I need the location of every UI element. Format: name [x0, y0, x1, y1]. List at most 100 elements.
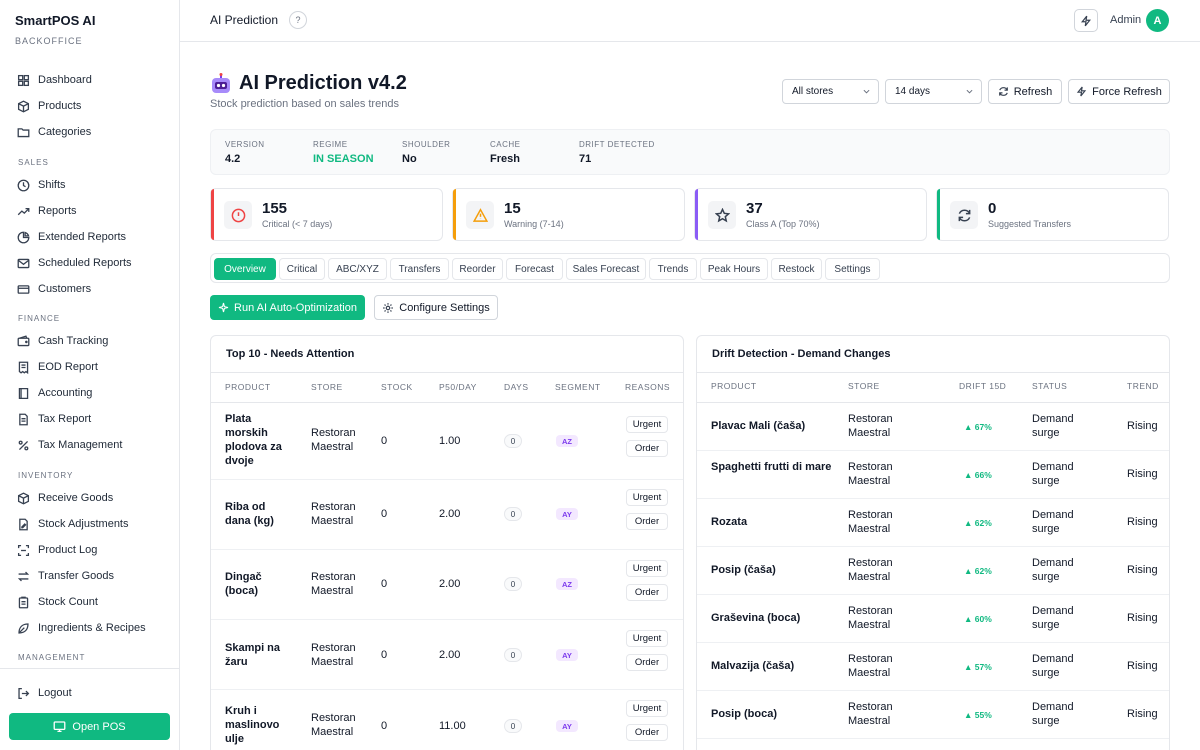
logout-icon — [18, 687, 30, 699]
days-badge: 0 — [504, 507, 522, 521]
sidebar-item-customers[interactable]: Customers — [9, 277, 171, 301]
sidebar-item-label: Tax Report — [38, 413, 92, 425]
sidebar-item-shifts[interactable]: Shifts — [9, 173, 171, 197]
tab-overview[interactable]: Overview — [214, 258, 276, 280]
sidebar-item-label: Dashboard — [38, 74, 92, 86]
tab-bar: Overview Critical ABC/XYZ Transfers Reor… — [210, 253, 1170, 283]
model-info-strip: VERSION 4.2 REGIME IN SEASON SHOULDER No… — [210, 129, 1170, 175]
table-row[interactable]: Rozata Restoran Maestral ▲ 62% Demand su… — [697, 499, 1169, 547]
sidebar-item-label: Transfer Goods — [38, 570, 115, 582]
info-value: Fresh — [490, 153, 520, 165]
open-pos-button[interactable]: Open POS — [9, 713, 170, 740]
store-select[interactable]: All stores — [782, 79, 879, 104]
tab-transfers[interactable]: Transfers — [390, 258, 449, 280]
drift-detection-panel: Drift Detection - Demand Changes PRODUCT… — [696, 335, 1170, 750]
kpi-transfers[interactable]: 0 Suggested Transfers — [936, 188, 1169, 241]
p50-value: 2.00 — [439, 508, 461, 520]
tab-restock[interactable]: Restock — [771, 258, 822, 280]
p50-value: 2.00 — [439, 578, 461, 590]
sidebar-item-ingredients-recipes[interactable]: Ingredients & Recipes — [9, 616, 171, 640]
tab-forecast[interactable]: Forecast — [506, 258, 563, 280]
sidebar-item-label: Stock Adjustments — [38, 518, 129, 530]
table-row[interactable]: Dingač (boca) Restoran Maestral 0 2.00 0… — [211, 550, 683, 620]
sidebar-item-stock-adjustments[interactable]: Stock Adjustments — [9, 512, 171, 536]
sidebar-item-products[interactable]: Products — [9, 94, 171, 118]
store-name: Restoran Maestral — [848, 413, 893, 439]
kpi-value: 15 — [504, 200, 521, 217]
table-row[interactable]: Spaghetti frutti di mare Restoran Maestr… — [697, 451, 1169, 499]
kpi-critical[interactable]: 155 Critical (< 7 days) — [210, 188, 443, 241]
sidebar-item-categories[interactable]: Categories — [9, 120, 171, 144]
info-label: CACHE — [490, 140, 521, 149]
table-row[interactable]: Riba od dana (kg) Restoran Maestral 0 2.… — [211, 480, 683, 550]
alert-circle-icon — [231, 208, 245, 222]
sidebar-item-stock-count[interactable]: Stock Count — [9, 590, 171, 614]
table-row[interactable]: Posip (čaša) Restoran Maestral ▲ 62% Dem… — [697, 547, 1169, 595]
trend-text: Rising — [1127, 516, 1158, 528]
avatar[interactable]: A — [1146, 9, 1169, 32]
drift-value: ▲ 67% — [964, 422, 992, 432]
sidebar-item-label: Tax Management — [38, 439, 123, 451]
status-text: Demand surge — [1032, 413, 1074, 439]
product-name: Posip (boca) — [711, 708, 778, 720]
table-row[interactable]: Skampi na žaru Restoran Maestral 0 2.00 … — [211, 620, 683, 690]
kpi-label: Suggested Transfers — [988, 219, 1072, 229]
sidebar-item-extended-reports[interactable]: Extended Reports — [9, 225, 171, 249]
info-value: 4.2 — [225, 153, 241, 165]
needs-attention-panel: Top 10 - Needs Attention PRODUCT STORE S… — [210, 335, 684, 750]
column-header-trend: TREND — [1127, 381, 1159, 391]
status-text: Demand surge — [1032, 461, 1074, 487]
sidebar-item-eod-report[interactable]: EOD Report — [9, 355, 171, 379]
sidebar-item-dashboard[interactable]: Dashboard — [9, 68, 171, 92]
column-header-store: STORE — [848, 381, 880, 391]
bolt-icon — [1081, 15, 1091, 26]
sidebar-item-transfer-goods[interactable]: Transfer Goods — [9, 564, 171, 588]
force-refresh-button[interactable]: Force Refresh — [1068, 79, 1170, 104]
kpi-warning[interactable]: 15 Warning (7-14) — [452, 188, 685, 241]
quick-action-button[interactable] — [1074, 9, 1098, 32]
logout-label: Logout — [38, 687, 72, 699]
table-row[interactable]: Kruh i maslinovo ulje Restoran Maestral … — [211, 690, 683, 750]
table-row[interactable]: Plata morskih plodova za dvoje Restoran … — [211, 403, 683, 480]
tab-trends[interactable]: Trends — [649, 258, 697, 280]
store-name: Restoran Maestral — [311, 712, 356, 738]
sidebar-item-label: Customers — [38, 283, 92, 295]
sidebar-item-receive-goods[interactable]: Receive Goods — [9, 486, 171, 510]
trend-text: Rising — [1127, 564, 1158, 576]
refresh-button[interactable]: Refresh — [988, 79, 1062, 104]
help-icon[interactable]: ? — [289, 11, 307, 29]
sidebar-item-product-log[interactable]: Product Log — [9, 538, 171, 562]
sidebar-item-tax-management[interactable]: Tax Management — [9, 433, 171, 457]
configure-settings-button[interactable]: Configure Settings — [374, 295, 498, 320]
sidebar-item-cash-tracking[interactable]: Cash Tracking — [9, 329, 171, 353]
tab-critical[interactable]: Critical — [279, 258, 325, 280]
gear-icon — [383, 302, 394, 313]
info-label: REGIME — [313, 140, 348, 149]
book-icon — [18, 387, 29, 399]
column-header-days: DAYS — [504, 382, 529, 392]
sidebar-item-reports[interactable]: Reports — [9, 199, 171, 223]
days-select[interactable]: 14 days — [885, 79, 982, 104]
logout-button[interactable]: Logout — [9, 681, 171, 705]
table-row[interactable]: Plavac Mali (čaša) Restoran Maestral ▲ 6… — [697, 403, 1169, 451]
tab-reorder[interactable]: Reorder — [452, 258, 503, 280]
divider — [211, 372, 683, 373]
page-title-text: AI Prediction v4.2 — [239, 72, 407, 94]
kpi-class-a[interactable]: 37 Class A (Top 70%) — [694, 188, 927, 241]
product-name: Riba od dana (kg) — [225, 501, 274, 527]
tab-settings[interactable]: Settings — [825, 258, 880, 280]
sidebar-item-tax-report[interactable]: Tax Report — [9, 407, 171, 431]
table-row[interactable]: Malvazija (čaša) Restoran Maestral ▲ 57%… — [697, 643, 1169, 691]
reason-badge-order: Order — [626, 513, 668, 530]
sidebar-item-scheduled-reports[interactable]: Scheduled Reports — [9, 251, 171, 275]
tab-abc-xyz[interactable]: ABC/XYZ — [328, 258, 387, 280]
tab-peak-hours[interactable]: Peak Hours — [700, 258, 768, 280]
divider — [697, 372, 1169, 373]
sidebar-item-accounting[interactable]: Accounting — [9, 381, 171, 405]
table-row[interactable]: Posip (boca) Restoran Maestral ▲ 55% Dem… — [697, 691, 1169, 739]
table-row[interactable]: Graševina (boca) Restoran Maestral ▲ 60%… — [697, 595, 1169, 643]
tab-sales-forecast[interactable]: Sales Forecast — [566, 258, 646, 280]
section-sales: SALES — [18, 158, 49, 167]
run-auto-optimization-button[interactable]: Run AI Auto-Optimization — [210, 295, 365, 320]
kpi-accent — [937, 189, 940, 240]
